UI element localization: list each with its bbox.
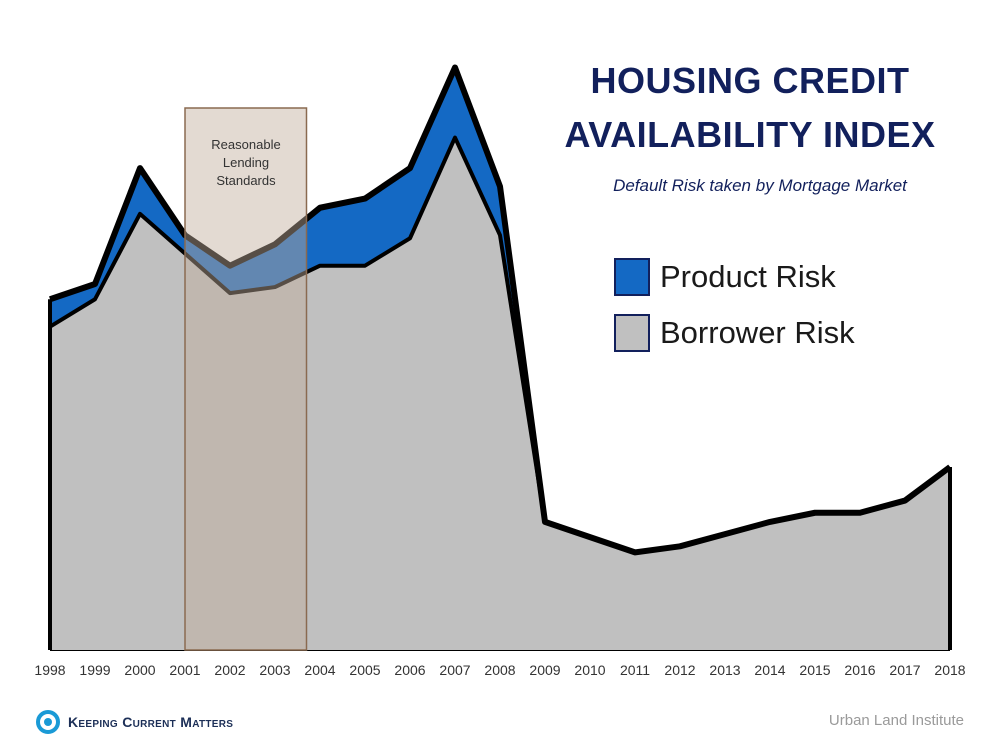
legend-item-borrower-risk: Borrower Risk <box>614 314 855 352</box>
highlight-label-line-1: Reasonable <box>211 137 281 152</box>
highlight-label: Reasonable Lending Standards <box>186 136 306 190</box>
kcm-logo-icon <box>36 710 60 734</box>
x-tick-label-1999: 1999 <box>79 662 110 678</box>
x-tick-label-2014: 2014 <box>754 662 785 678</box>
x-tick-label-2005: 2005 <box>349 662 380 678</box>
x-tick-label-2018: 2018 <box>934 662 965 678</box>
x-tick-label-2009: 2009 <box>529 662 560 678</box>
source-credit: Urban Land Institute <box>828 712 964 729</box>
x-tick-label-2002: 2002 <box>214 662 245 678</box>
legend-label-borrower-risk: Borrower Risk <box>660 315 855 350</box>
x-tick-label-2010: 2010 <box>574 662 605 678</box>
x-tick-label-2016: 2016 <box>844 662 875 678</box>
legend-swatch-product-risk <box>614 258 650 296</box>
legend-label-product-risk: Product Risk <box>660 259 836 294</box>
chart-title-line-2: AVAILABILITY INDEX <box>564 114 936 155</box>
highlight-label-line-3: Standards <box>216 173 276 188</box>
x-tick-label-2007: 2007 <box>439 662 470 678</box>
legend-swatch-borrower-risk <box>614 314 650 352</box>
total-outline <box>49 64 952 556</box>
x-tick-label-2003: 2003 <box>259 662 290 678</box>
chart-subtitle: Default Risk taken by Mortgage Market <box>613 176 907 195</box>
highlight-box <box>184 107 308 651</box>
x-tick-label-2011: 2011 <box>620 662 650 678</box>
x-tick-label-2001: 2001 <box>169 662 200 678</box>
x-tick-label-2017: 2017 <box>889 662 920 678</box>
x-tick-label-2006: 2006 <box>394 662 425 678</box>
kcm-logo-text: Keeping Current Matters <box>68 714 234 730</box>
x-tick-label-2013: 2013 <box>709 662 740 678</box>
x-tick-label-2000: 2000 <box>124 662 155 678</box>
legend-item-product-risk: Product Risk <box>614 258 836 296</box>
x-tick-label-2012: 2012 <box>664 662 695 678</box>
highlight-label-line-2: Lending <box>222 155 270 170</box>
borrower-risk-area <box>50 137 950 651</box>
x-tick-label-2004: 2004 <box>304 662 335 678</box>
x-tick-label-2015: 2015 <box>799 662 830 678</box>
x-tick-label-1998: 1998 <box>34 662 65 678</box>
x-tick-label-2008: 2008 <box>484 662 515 678</box>
chart-title-line-1: HOUSING CREDIT <box>590 60 910 101</box>
kcm-logo: Keeping Current Matters <box>36 710 233 734</box>
